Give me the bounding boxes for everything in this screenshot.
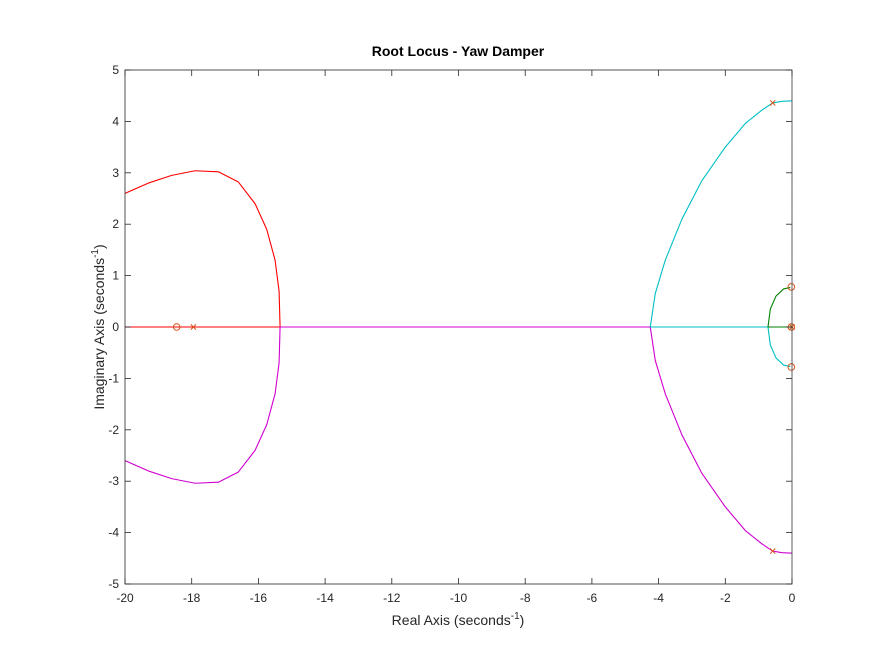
x-tick-label-5: -10 bbox=[450, 591, 468, 605]
x-tick-label-8: -4 bbox=[653, 591, 664, 605]
tick-layer: -20 -18 -16 -14 -12 -10 -8 -6 -4 -2 0-5-4-3-2-1012… bbox=[108, 63, 795, 605]
y-tick-label-4: -1 bbox=[108, 371, 119, 385]
pole-marker-1 bbox=[769, 99, 776, 106]
y-tick-label-1: -4 bbox=[108, 526, 119, 540]
x-tick-label-9: -2 bbox=[720, 591, 731, 605]
x-axis-title-text: Real Axis (seconds bbox=[392, 612, 511, 628]
y-tick-label-9: 4 bbox=[112, 114, 119, 128]
pole-marker-2 bbox=[769, 548, 776, 555]
locus-branch-8 bbox=[772, 550, 793, 554]
x-tick-label-2: -16 bbox=[250, 591, 268, 605]
y-tick-label-5: 0 bbox=[112, 320, 119, 334]
series-layer bbox=[124, 100, 793, 554]
x-axis-title: Real Axis (seconds-1) bbox=[392, 611, 525, 628]
locus-branch-10 bbox=[767, 286, 791, 328]
locus-branch-2 bbox=[124, 170, 281, 328]
y-tick-label-3: -2 bbox=[108, 423, 119, 437]
y-tick-label-2: -3 bbox=[108, 474, 119, 488]
x-axis-title-close: ) bbox=[520, 612, 525, 628]
locus-branch-7 bbox=[649, 326, 773, 552]
zero-marker-2 bbox=[787, 363, 796, 371]
x-tick-label-6: -8 bbox=[520, 591, 531, 605]
y-tick-label-7: 2 bbox=[112, 217, 119, 231]
zero-marker-0 bbox=[172, 323, 181, 331]
x-axis-title-sup: -1 bbox=[511, 611, 520, 622]
pole-marker-0 bbox=[190, 324, 197, 330]
x-tick-label-7: -6 bbox=[587, 591, 598, 605]
y-tick-label-8: 3 bbox=[112, 166, 119, 180]
x-tick-label-0: -20 bbox=[116, 591, 134, 605]
x-tick-label-10: 0 bbox=[789, 591, 796, 605]
locus-branch-5 bbox=[649, 102, 773, 328]
locus-branch-6 bbox=[772, 100, 793, 104]
y-axis-title-close: ) bbox=[91, 244, 107, 249]
y-tick-label-0: -5 bbox=[108, 577, 119, 591]
chart-title: Root Locus - Yaw Damper bbox=[372, 43, 545, 59]
x-tick-label-3: -14 bbox=[316, 591, 334, 605]
zero-marker-1 bbox=[787, 283, 796, 291]
x-tick-label-4: -12 bbox=[383, 591, 401, 605]
y-axis-title: Imaginary Axis (seconds-1) bbox=[90, 244, 107, 409]
y-axis-title-sup: -1 bbox=[90, 249, 101, 258]
y-axis-title-text: Imaginary Axis (seconds bbox=[91, 258, 107, 410]
marker-layer bbox=[172, 99, 796, 555]
locus-branch-11 bbox=[767, 326, 791, 368]
x-tick-label-1: -18 bbox=[183, 591, 201, 605]
y-tick-label-6: 1 bbox=[112, 269, 119, 283]
locus-branch-3 bbox=[124, 326, 281, 484]
y-tick-label-10: 5 bbox=[112, 63, 119, 77]
